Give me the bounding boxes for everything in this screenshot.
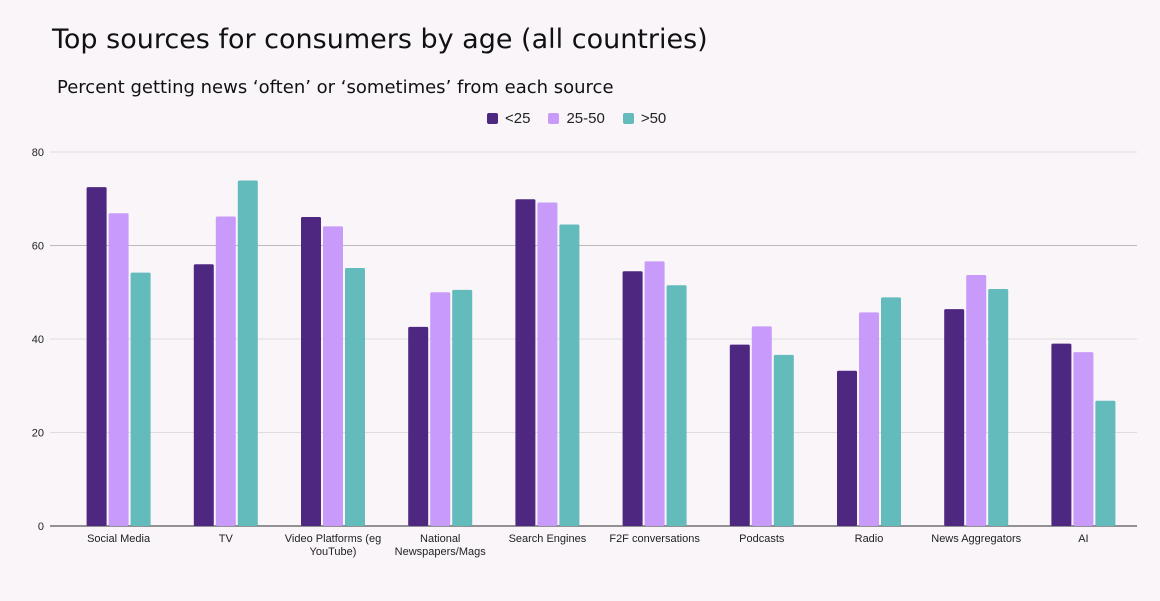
x-tick-label: Video Platforms (eg	[285, 533, 381, 545]
bar	[559, 224, 580, 526]
x-tick-label: News Aggregators	[931, 533, 1021, 545]
bar	[837, 370, 857, 526]
bar	[751, 326, 772, 526]
x-tick-label: National	[420, 533, 460, 545]
bar	[1073, 352, 1094, 526]
y-tick-label: 80	[32, 147, 44, 159]
x-tick-label: TV	[219, 533, 234, 545]
bar	[430, 292, 451, 526]
bar	[215, 216, 236, 526]
bar	[966, 274, 987, 526]
legend-label: 25-50	[566, 110, 605, 127]
x-tick-label: Social Media	[87, 533, 151, 545]
legend-swatch	[622, 113, 634, 124]
bar	[515, 199, 536, 526]
x-tick-label: F2F conversations	[609, 533, 700, 545]
legend-swatch	[548, 113, 560, 124]
x-tick-label: Radio	[855, 533, 884, 545]
bar	[193, 264, 214, 526]
y-tick-label: 0	[38, 521, 44, 533]
bar	[237, 180, 258, 526]
chart-title: Top sources for consumers by age (all co…	[52, 24, 708, 55]
bar	[323, 226, 343, 526]
bar	[666, 285, 687, 526]
bar	[859, 312, 879, 526]
legend-label: >50	[640, 110, 667, 127]
legend-swatch	[487, 113, 498, 124]
x-tick-label: Newspapers/Mags	[395, 546, 487, 558]
legend-label: <25	[505, 110, 531, 127]
bar	[345, 267, 365, 526]
y-tick-label: 20	[32, 428, 44, 440]
legend-item-25-50[interactable]: 25-50	[548, 110, 605, 127]
bar	[86, 187, 107, 526]
bar	[644, 261, 665, 526]
bar	[537, 202, 558, 527]
bar	[773, 354, 794, 526]
legend: <25 25-50 >50	[487, 110, 666, 127]
y-tick-label: 60	[32, 241, 44, 253]
bar	[944, 309, 965, 526]
y-tick-label: 40	[32, 334, 44, 346]
bar	[108, 213, 129, 526]
legend-item-under-25[interactable]: <25	[487, 110, 530, 127]
x-tick-label: AI	[1078, 533, 1088, 545]
bar	[1051, 343, 1072, 526]
bar	[729, 344, 750, 526]
x-tick-label: Search Engines	[509, 533, 587, 545]
bar	[130, 272, 151, 526]
x-tick-label: YouTube)	[310, 546, 357, 558]
bar	[301, 216, 321, 527]
bar	[452, 289, 473, 526]
bar	[1095, 400, 1116, 526]
bar	[408, 326, 429, 526]
bar	[881, 297, 901, 526]
legend-item-over-50[interactable]: >50	[622, 110, 667, 127]
x-tick-label: Podcasts	[739, 533, 785, 545]
bar	[988, 288, 1009, 526]
chart-subtitle: Percent getting news ‘often’ or ‘sometim…	[57, 77, 614, 98]
bar	[622, 271, 643, 526]
